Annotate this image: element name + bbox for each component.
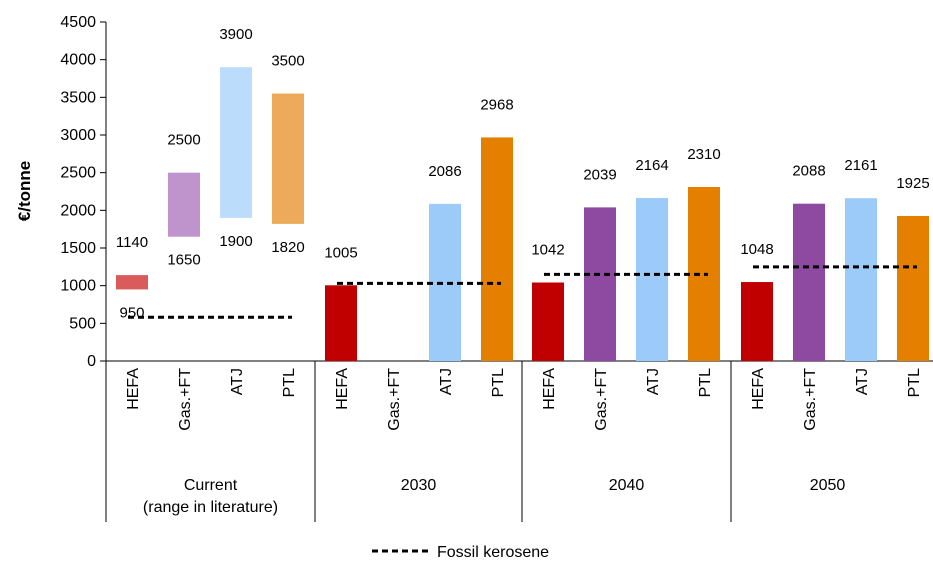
y-axis-title: €/tonne [15, 161, 34, 221]
y-tick-label: 0 [87, 353, 96, 370]
bar-hefa-2050 [741, 282, 773, 361]
category-label-gas-ft: Gas.+FT [386, 368, 403, 431]
y-tick-label: 3000 [60, 127, 96, 144]
category-label-hefa: HEFA [750, 368, 767, 410]
category-label-ptl: PTL [281, 368, 298, 397]
y-tick-label: 1000 [60, 278, 96, 295]
data-label-high: 3900 [219, 26, 252, 43]
category-label-hefa: HEFA [541, 368, 558, 410]
bar-gas-ft-current [168, 172, 200, 237]
bar-gas-ft-2050 [793, 203, 825, 361]
data-label-high: 2500 [167, 132, 200, 149]
category-label-atj: ATJ [645, 368, 662, 395]
data-label-high: 1005 [324, 244, 357, 261]
y-tick-label: 4500 [60, 14, 96, 31]
y-tick-label: 500 [69, 315, 96, 332]
data-label-low: 950 [119, 304, 144, 321]
bar-atj-2050 [845, 198, 877, 361]
bar-atj-2040 [636, 197, 668, 361]
data-label-high: 2310 [687, 146, 720, 163]
data-label-high: 1048 [740, 241, 773, 258]
group-label: Current [184, 477, 238, 494]
bar-atj-current [220, 67, 252, 218]
category-label-gas-ft: Gas.+FT [802, 368, 819, 431]
group-label: (range in literature) [143, 499, 278, 516]
data-label-high: 2039 [583, 166, 616, 183]
y-tick-label: 1500 [60, 240, 96, 257]
y-tick-label: 2000 [60, 202, 96, 219]
category-label-atj: ATJ [854, 368, 871, 395]
y-tick-label: 3500 [60, 89, 96, 106]
bar-ptl-2050 [897, 215, 929, 361]
bar-hefa-2030 [325, 285, 357, 361]
category-label-hefa: HEFA [125, 368, 142, 410]
data-label-high: 3500 [271, 53, 304, 70]
category-label-hefa: HEFA [334, 368, 351, 410]
y-tick-label: 4000 [60, 52, 96, 69]
category-label-ptl: PTL [697, 368, 714, 397]
data-label-low: 1900 [219, 233, 252, 250]
group-label: 2030 [401, 477, 437, 494]
y-tick-label: 2500 [60, 165, 96, 182]
data-label-high: 2164 [635, 157, 668, 174]
data-label-high: 1140 [116, 234, 148, 251]
data-label-high: 2086 [428, 163, 461, 180]
group-label: 2050 [810, 477, 846, 494]
data-label-high: 2161 [844, 157, 877, 174]
data-label-low: 1820 [271, 239, 304, 256]
bar-hefa-current [116, 275, 148, 290]
bar-gas-ft-2040 [584, 207, 616, 361]
category-label-gas-ft: Gas.+FT [177, 368, 194, 431]
data-label-low: 1650 [167, 252, 200, 269]
category-label-atj: ATJ [229, 368, 246, 395]
data-label-high: 1042 [531, 242, 564, 259]
data-label-high: 2968 [480, 96, 513, 113]
category-label-ptl: PTL [906, 368, 923, 397]
category-label-gas-ft: Gas.+FT [593, 368, 610, 431]
bar-atj-2030 [429, 203, 461, 361]
bar-hefa-2040 [532, 282, 564, 361]
legend-fossil-kerosene-label: Fossil kerosene [437, 544, 549, 561]
category-label-ptl: PTL [490, 368, 507, 397]
category-label-atj: ATJ [438, 368, 455, 395]
group-label: 2040 [609, 477, 645, 494]
bar-ptl-2030 [481, 137, 513, 361]
bar-ptl-current [272, 93, 304, 224]
data-label-high: 1925 [896, 175, 929, 192]
data-label-high: 2088 [792, 163, 825, 180]
